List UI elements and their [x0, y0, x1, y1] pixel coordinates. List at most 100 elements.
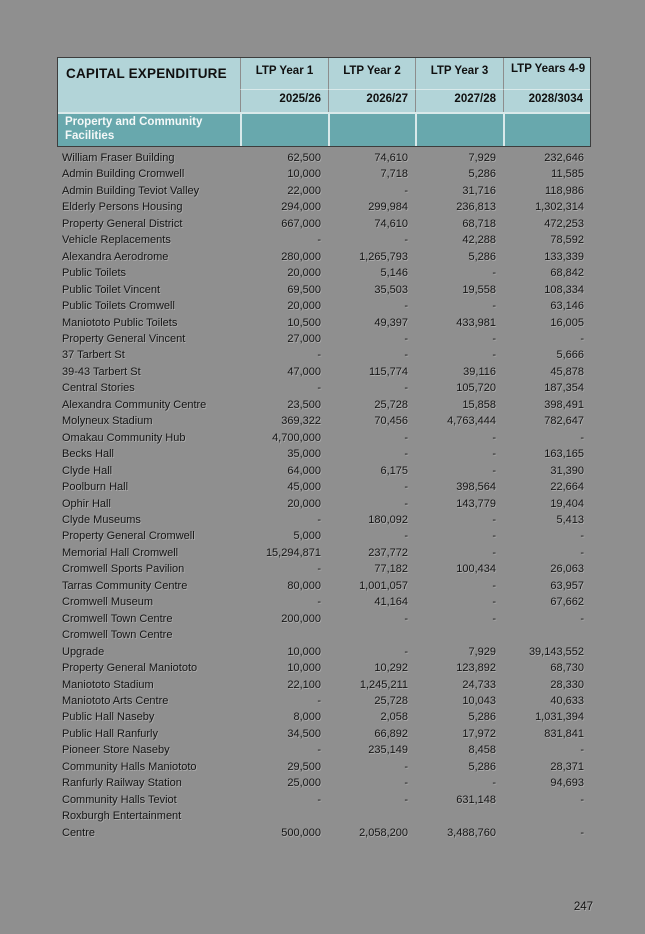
row-value: 64,000	[287, 464, 321, 477]
row-value: -	[492, 464, 496, 477]
table-row: Roxburgh Entertainment Centre 500,000 2,05…	[57, 808, 591, 841]
table-row: Molyneux Stadium 369,322 70,456 4,763,444 78…	[57, 413, 591, 429]
table-row: Maniototo Public Toilets 10,500 49,397 433,…	[57, 315, 591, 331]
row-label: Tarras Community Centre	[62, 579, 188, 592]
row-value: 10,000	[287, 645, 321, 658]
row-value: 24,733	[462, 678, 496, 691]
table-row: Public Toilet Vincent 69,500 35,503 19,558 1…	[57, 282, 591, 298]
row-value: 782,647	[544, 415, 584, 428]
row-value: 78,592	[550, 234, 584, 247]
column-header-ltp-year-3: LTP Year 3	[415, 58, 503, 89]
table-header: CAPITAL EXPENDITURE LTP Year 1 LTP Year …	[57, 57, 591, 147]
row-value: 2,058	[380, 711, 408, 724]
row-value: 472,253	[544, 217, 584, 230]
table-row: Public Hall Ranfurly 34,500 66,892 17,972 83…	[57, 726, 591, 742]
table-row: Community Halls Maniototo 29,500 - 5,286 28,…	[57, 759, 591, 775]
row-value: 1,031,394	[535, 711, 584, 724]
row-value: 25,000	[287, 777, 321, 790]
row-value: 70,456	[374, 415, 408, 428]
column-header-ltp-years-4-9: LTP Years 4-9	[503, 58, 590, 89]
row-value: 5,286	[468, 760, 496, 773]
row-value: -	[404, 777, 408, 790]
row-value: 35,503	[374, 283, 408, 296]
row-label: Property General District	[62, 217, 183, 230]
row-label: Molyneux Stadium	[62, 415, 153, 428]
row-label: 37 Tarbert St	[62, 349, 125, 362]
row-value: 40,633	[550, 694, 584, 707]
table-row: 39-43 Tarbert St 47,000 115,774 39,116 45,87…	[57, 364, 591, 380]
row-value: 100,434	[456, 563, 496, 576]
row-label: Public Toilets Cromwell	[62, 300, 175, 313]
row-value: 1,302,314	[535, 201, 584, 214]
row-value: 69,500	[287, 283, 321, 296]
row-value: 28,330	[550, 678, 584, 691]
row-value: 123,892	[456, 662, 496, 675]
row-label: Property General Vincent	[62, 332, 186, 345]
table-row: Alexandra Aerodrome 280,000 1,265,793 5,286…	[57, 249, 591, 265]
row-value: 235,149	[368, 744, 408, 757]
row-value: -	[404, 793, 408, 806]
row-value: -	[404, 382, 408, 395]
column-header-ltp-year-2: LTP Year 2	[328, 58, 415, 89]
row-value: 8,458	[468, 744, 496, 757]
row-label: Ophir Hall	[62, 497, 111, 510]
row-value: -	[492, 513, 496, 526]
row-value: 27,000	[287, 332, 321, 345]
row-label: Admin Building Teviot Valley	[62, 184, 200, 197]
table-row: Pioneer Store Naseby - 235,149 8,458 -	[57, 742, 591, 758]
row-value: -	[580, 793, 584, 806]
row-value: 7,718	[380, 168, 408, 181]
table-row: Cromwell Museum - 41,164 - 67,662	[57, 594, 591, 610]
row-value: 7,929	[468, 152, 496, 164]
row-value: -	[492, 300, 496, 313]
table-title: CAPITAL EXPENDITURE	[66, 66, 227, 81]
row-value: 66,892	[374, 727, 408, 740]
row-value: 2,058,200	[359, 826, 408, 839]
row-value: -	[317, 234, 321, 247]
column-subheader-2028-3034: 2028/3034	[503, 89, 590, 112]
row-value: 68,842	[550, 267, 584, 280]
row-value: -	[404, 349, 408, 362]
row-value: -	[492, 349, 496, 362]
row-value: -	[492, 530, 496, 543]
row-value: 5,286	[468, 250, 496, 263]
row-value: -	[492, 448, 496, 461]
row-value: 20,000	[287, 497, 321, 510]
row-label: Community Halls Maniototo	[62, 760, 197, 773]
row-value: 19,404	[550, 497, 584, 510]
row-value: 187,354	[544, 382, 584, 395]
row-value: -	[492, 596, 496, 609]
row-value: 1,265,793	[359, 250, 408, 263]
row-value: 280,000	[281, 250, 321, 263]
row-value: 49,397	[374, 316, 408, 329]
row-label: Poolburn Hall	[62, 481, 129, 494]
table-row: Alexandra Community Centre 23,500 25,728 15…	[57, 397, 591, 413]
row-value: 5,286	[468, 168, 496, 181]
row-value: 5,413	[556, 513, 584, 526]
row-value: -	[492, 612, 496, 625]
row-value: 11,585	[551, 168, 584, 181]
row-value: 200,000	[281, 612, 321, 625]
row-value: 42,288	[462, 234, 496, 247]
row-value: -	[317, 513, 321, 526]
row-value: -	[580, 612, 584, 625]
row-value: 15,294,871	[265, 546, 321, 559]
row-value: 80,000	[287, 579, 321, 592]
row-value: -	[317, 563, 321, 576]
row-label: Alexandra Community Centre	[62, 398, 207, 411]
table-row: Admin Building Cromwell 10,000 7,718 5,286 1…	[57, 166, 591, 182]
row-value: 133,339	[544, 250, 584, 263]
row-value: -	[404, 332, 408, 345]
row-label: Pioneer Store Naseby	[62, 744, 170, 757]
row-value: 143,779	[456, 497, 496, 510]
table-row: Poolburn Hall 45,000 - 398,564 22,664	[57, 479, 591, 495]
row-value: -	[404, 481, 408, 494]
capital-expenditure-table: CAPITAL EXPENDITURE LTP Year 1 LTP Year …	[57, 57, 591, 841]
column-header-grid: CAPITAL EXPENDITURE LTP Year 1 LTP Year …	[58, 58, 590, 112]
row-value: 41,164	[374, 596, 408, 609]
row-label: Public Toilet Vincent	[62, 283, 161, 296]
table-row: Property General District 667,000 74,610 68…	[57, 216, 591, 232]
row-value: 20,000	[287, 300, 321, 313]
row-value: -	[317, 596, 321, 609]
row-value: 25,728	[374, 694, 408, 707]
